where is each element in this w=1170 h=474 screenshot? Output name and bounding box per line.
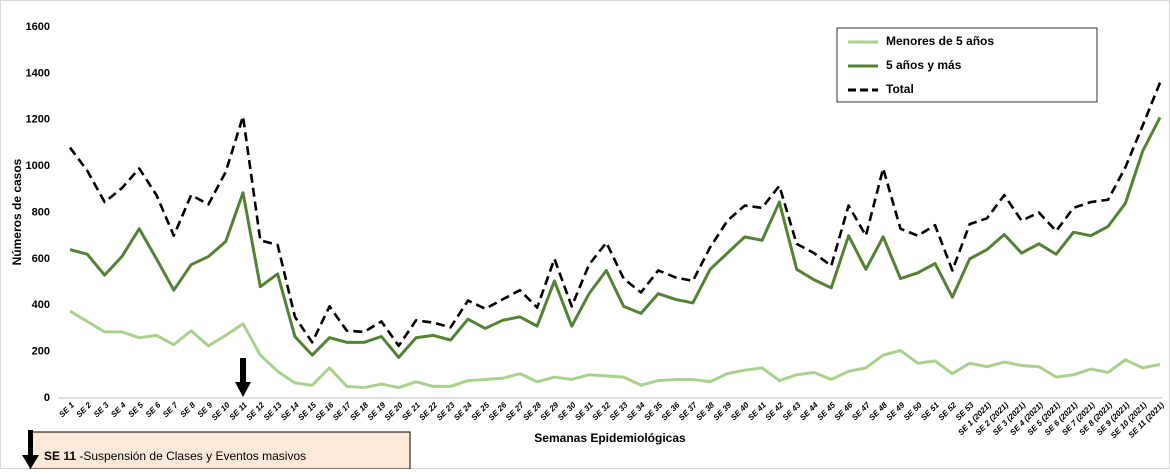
series-line (68, 82, 1162, 348)
annotation: SE 11 -Suspensión de Clases y Eventos ma… (44, 449, 306, 463)
legend-label: 5 años y más (886, 58, 962, 72)
annotation-bold: SE 11 (44, 449, 76, 463)
series-line (69, 309, 1161, 390)
annotation-arrow-box (22, 430, 39, 469)
y-axis-label: Números de casos (10, 158, 24, 265)
annotation-box (29, 431, 411, 470)
y-tick-label: 400 (32, 299, 50, 311)
y-tick-label: 800 (32, 206, 50, 218)
se11-arrow-head (235, 382, 252, 397)
legend-label: Total (886, 82, 914, 96)
y-tick-label: 1400 (26, 67, 50, 79)
y-tick-label: 1200 (26, 114, 50, 126)
y-tick-label: 1600 (26, 21, 50, 33)
annotation-text: -Suspensión de Clases y Eventos masivos (79, 449, 306, 463)
se11-arrow (240, 358, 247, 384)
y-tick-label: 1000 (26, 160, 50, 172)
y-tick-label: 600 (32, 253, 50, 265)
series-line (69, 116, 1162, 359)
legend-box (836, 27, 1098, 103)
y-tick-label: 0 (44, 392, 50, 404)
x-axis-label: Semanas Epidemiológicas (534, 431, 686, 445)
legend-label: Menores de 5 años (886, 34, 994, 48)
y-tick-label: 200 (32, 346, 50, 358)
